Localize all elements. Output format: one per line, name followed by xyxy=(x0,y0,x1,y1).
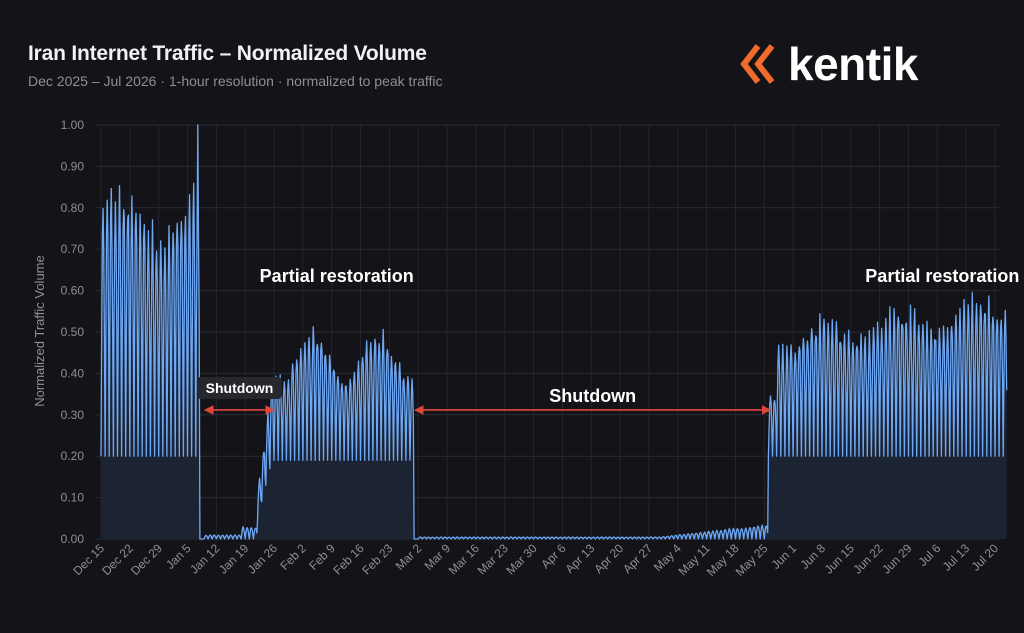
x-tick-label: Jul 20 xyxy=(969,541,1002,574)
kentik-logo: kentik xyxy=(740,38,918,90)
x-tick-label: Jan 26 xyxy=(245,541,281,577)
x-tick-label: Apr 27 xyxy=(620,541,655,576)
annotation-partial-restoration: Partial restoration xyxy=(865,266,1019,286)
annotation-shutdown: Shutdown xyxy=(206,380,274,396)
x-tick-label: Dec 15 xyxy=(70,541,107,578)
x-tick-label: Mar 30 xyxy=(503,541,540,578)
y-tick-label: 0.20 xyxy=(61,449,85,463)
annotations: Partial restoration Partial restoration Sh… xyxy=(197,266,1019,415)
y-tick-label: 0.70 xyxy=(61,242,85,256)
x-tick-label: Jun 15 xyxy=(822,541,858,577)
x-tick-label: Jun 22 xyxy=(850,541,886,577)
annotation-partial-restoration: Partial restoration xyxy=(260,266,414,286)
y-tick-label: 0.40 xyxy=(61,366,85,380)
x-tick-label: Apr 20 xyxy=(591,541,626,576)
x-tick-label: Dec 22 xyxy=(99,541,136,578)
x-tick-label: May 25 xyxy=(733,541,771,579)
x-tick-label: Feb 23 xyxy=(359,541,396,578)
kentik-chevrons-icon xyxy=(740,44,775,84)
y-tick-label: 0.30 xyxy=(61,408,85,422)
y-tick-label: 0.00 xyxy=(61,532,85,546)
x-tick-label: Mar 23 xyxy=(475,541,512,578)
y-tick-label: 0.50 xyxy=(61,325,85,339)
traffic-line xyxy=(100,124,1008,540)
chart-title: Iran Internet Traffic – Normalized Volum… xyxy=(28,42,427,65)
y-tick-label: 0.90 xyxy=(61,159,85,173)
annotation-shutdown: Shutdown xyxy=(549,386,636,406)
x-tick-label: Feb 2 xyxy=(277,541,309,573)
y-axis-label: Normalized Traffic Volume xyxy=(32,255,47,407)
shutdown-label-box xyxy=(197,376,282,399)
x-tick-label: Dec 29 xyxy=(128,541,165,578)
x-tick-label: Mar 16 xyxy=(446,541,483,578)
y-tick-label: 1.00 xyxy=(61,118,85,132)
x-tick-label: Apr 13 xyxy=(562,541,597,576)
x-tick-label: Jun 29 xyxy=(879,541,915,577)
kentik-logo-text: kentik xyxy=(788,38,918,90)
y-axis: 0.00 0.10 0.20 0.30 0.40 0.50 0.60 0.70 0.80 0.90… xyxy=(61,118,85,546)
y-tick-label: 0.10 xyxy=(61,491,85,505)
x-tick-label: Jun 1 xyxy=(769,541,800,572)
x-tick-label: Jan 19 xyxy=(216,541,252,577)
y-tick-label: 0.80 xyxy=(61,201,85,215)
x-tick-label: Mar 2 xyxy=(393,541,425,573)
x-tick-label: Jan 12 xyxy=(187,541,223,577)
chart-subtitle: Dec 2025 – Jul 2026 · 1-hour resolution … xyxy=(28,73,443,89)
x-tick-label: Feb 16 xyxy=(330,541,367,578)
x-tick-label: Jul 13 xyxy=(940,541,973,574)
y-tick-label: 0.60 xyxy=(61,284,85,298)
